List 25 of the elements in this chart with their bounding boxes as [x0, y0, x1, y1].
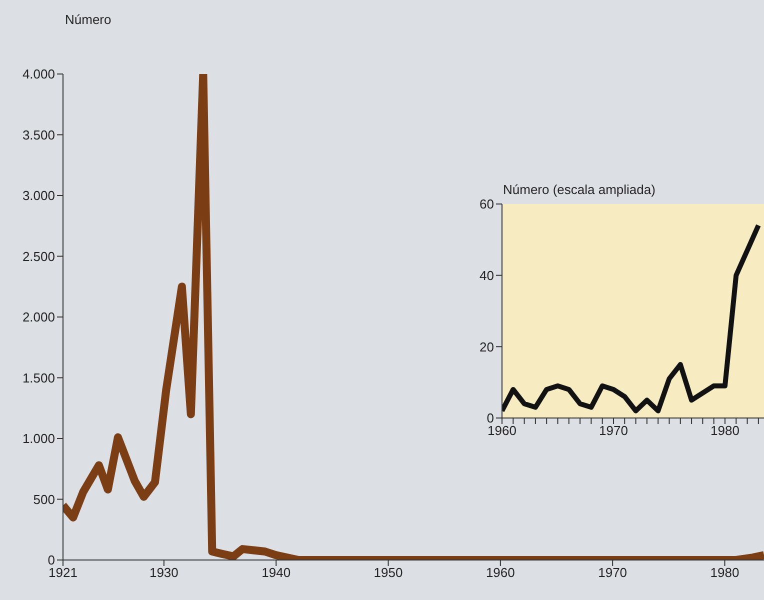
y-tick-label: 1.000: [22, 431, 55, 446]
x-tick-label: 1970: [598, 565, 628, 580]
x-tick-label: 1960: [486, 565, 515, 580]
y-tick-label: 4.000: [22, 66, 55, 82]
y-tick-label: 0: [486, 410, 494, 426]
x-tick-label: 1980: [710, 423, 740, 438]
x-tick-label: 1950: [374, 565, 403, 580]
y-tick-label: 2.500: [22, 248, 55, 264]
x-tick-label: 1960: [488, 423, 516, 438]
y-tick-label: 60: [480, 196, 494, 212]
y-tick-label: 0: [48, 552, 55, 568]
y-tick-label: 500: [33, 492, 55, 507]
x-tick-label: 1970: [599, 423, 628, 438]
y-tick-label: 20: [480, 339, 494, 354]
y-axis-title: Número (escala ampliada): [503, 182, 656, 197]
y-tick-label: 40: [480, 268, 494, 283]
x-tick-label: 1980: [710, 565, 740, 580]
x-tick-label: 1930: [149, 565, 178, 580]
x-tick-label: 1940: [262, 565, 291, 580]
x-tick-label: 1921: [48, 565, 78, 580]
y-tick-label: 1.500: [22, 370, 55, 386]
y-tick-label: 2.000: [22, 310, 55, 325]
y-axis-title: Número: [65, 12, 112, 27]
y-tick-label: 3.000: [22, 188, 55, 204]
y-tick-label: 3.500: [22, 127, 55, 142]
